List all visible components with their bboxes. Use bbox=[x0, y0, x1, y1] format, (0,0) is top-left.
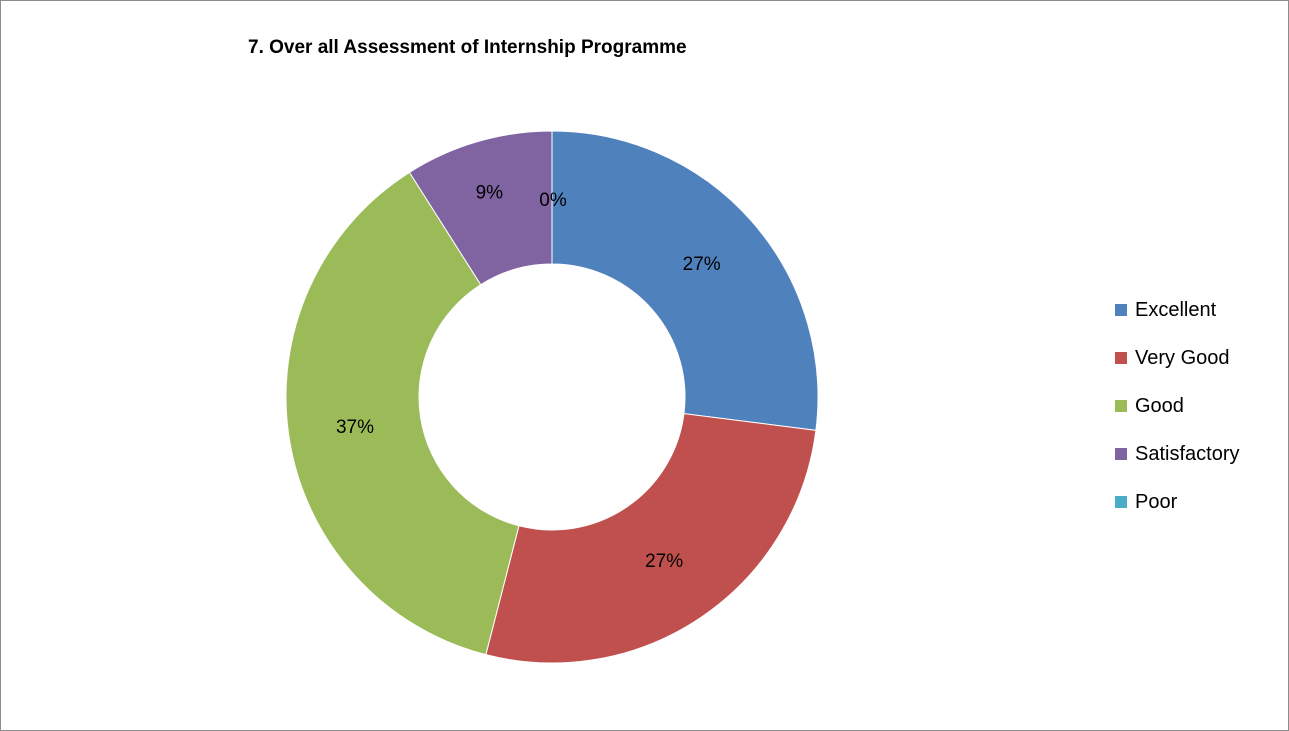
legend-label-satisfactory: Satisfactory bbox=[1135, 442, 1240, 465]
data-label-excellent: 27% bbox=[683, 254, 721, 275]
slice-very-good bbox=[485, 413, 817, 664]
legend-label-poor: Poor bbox=[1135, 490, 1178, 513]
donut-slices bbox=[285, 130, 819, 664]
legend-item-excellent: Excellent bbox=[1115, 286, 1239, 334]
legend-swatch-excellent bbox=[1115, 304, 1127, 316]
legend-label-excellent: Excellent bbox=[1135, 298, 1217, 321]
legend-label-good: Good bbox=[1135, 394, 1184, 417]
legend-swatch-poor bbox=[1115, 496, 1127, 508]
legend-item-poor: Poor bbox=[1115, 478, 1239, 526]
legend-item-satisfactory: Satisfactory bbox=[1115, 430, 1239, 478]
slice-excellent bbox=[551, 130, 819, 431]
data-label-good: 37% bbox=[336, 417, 374, 438]
slice-good bbox=[285, 171, 520, 656]
data-label-very-good: 27% bbox=[645, 551, 683, 572]
slice-satisfactory bbox=[408, 130, 553, 286]
legend-item-very-good: Very Good bbox=[1115, 334, 1239, 382]
legend-swatch-satisfactory bbox=[1115, 448, 1127, 460]
chart-title: 7. Over all Assessment of Internship Pro… bbox=[248, 37, 687, 58]
chart-legend: Excellent Very Good Good Satisfactory Poor bbox=[1115, 286, 1239, 526]
data-label-satisfactory: 9% bbox=[476, 182, 504, 203]
donut-data-labels: 27% 27% 37% 9% 0% bbox=[336, 182, 721, 572]
legend-swatch-good bbox=[1115, 400, 1127, 412]
data-label-poor: 0% bbox=[539, 190, 567, 211]
legend-swatch-very-good bbox=[1115, 352, 1127, 364]
legend-item-good: Good bbox=[1115, 382, 1239, 430]
legend-label-very-good: Very Good bbox=[1135, 346, 1230, 369]
